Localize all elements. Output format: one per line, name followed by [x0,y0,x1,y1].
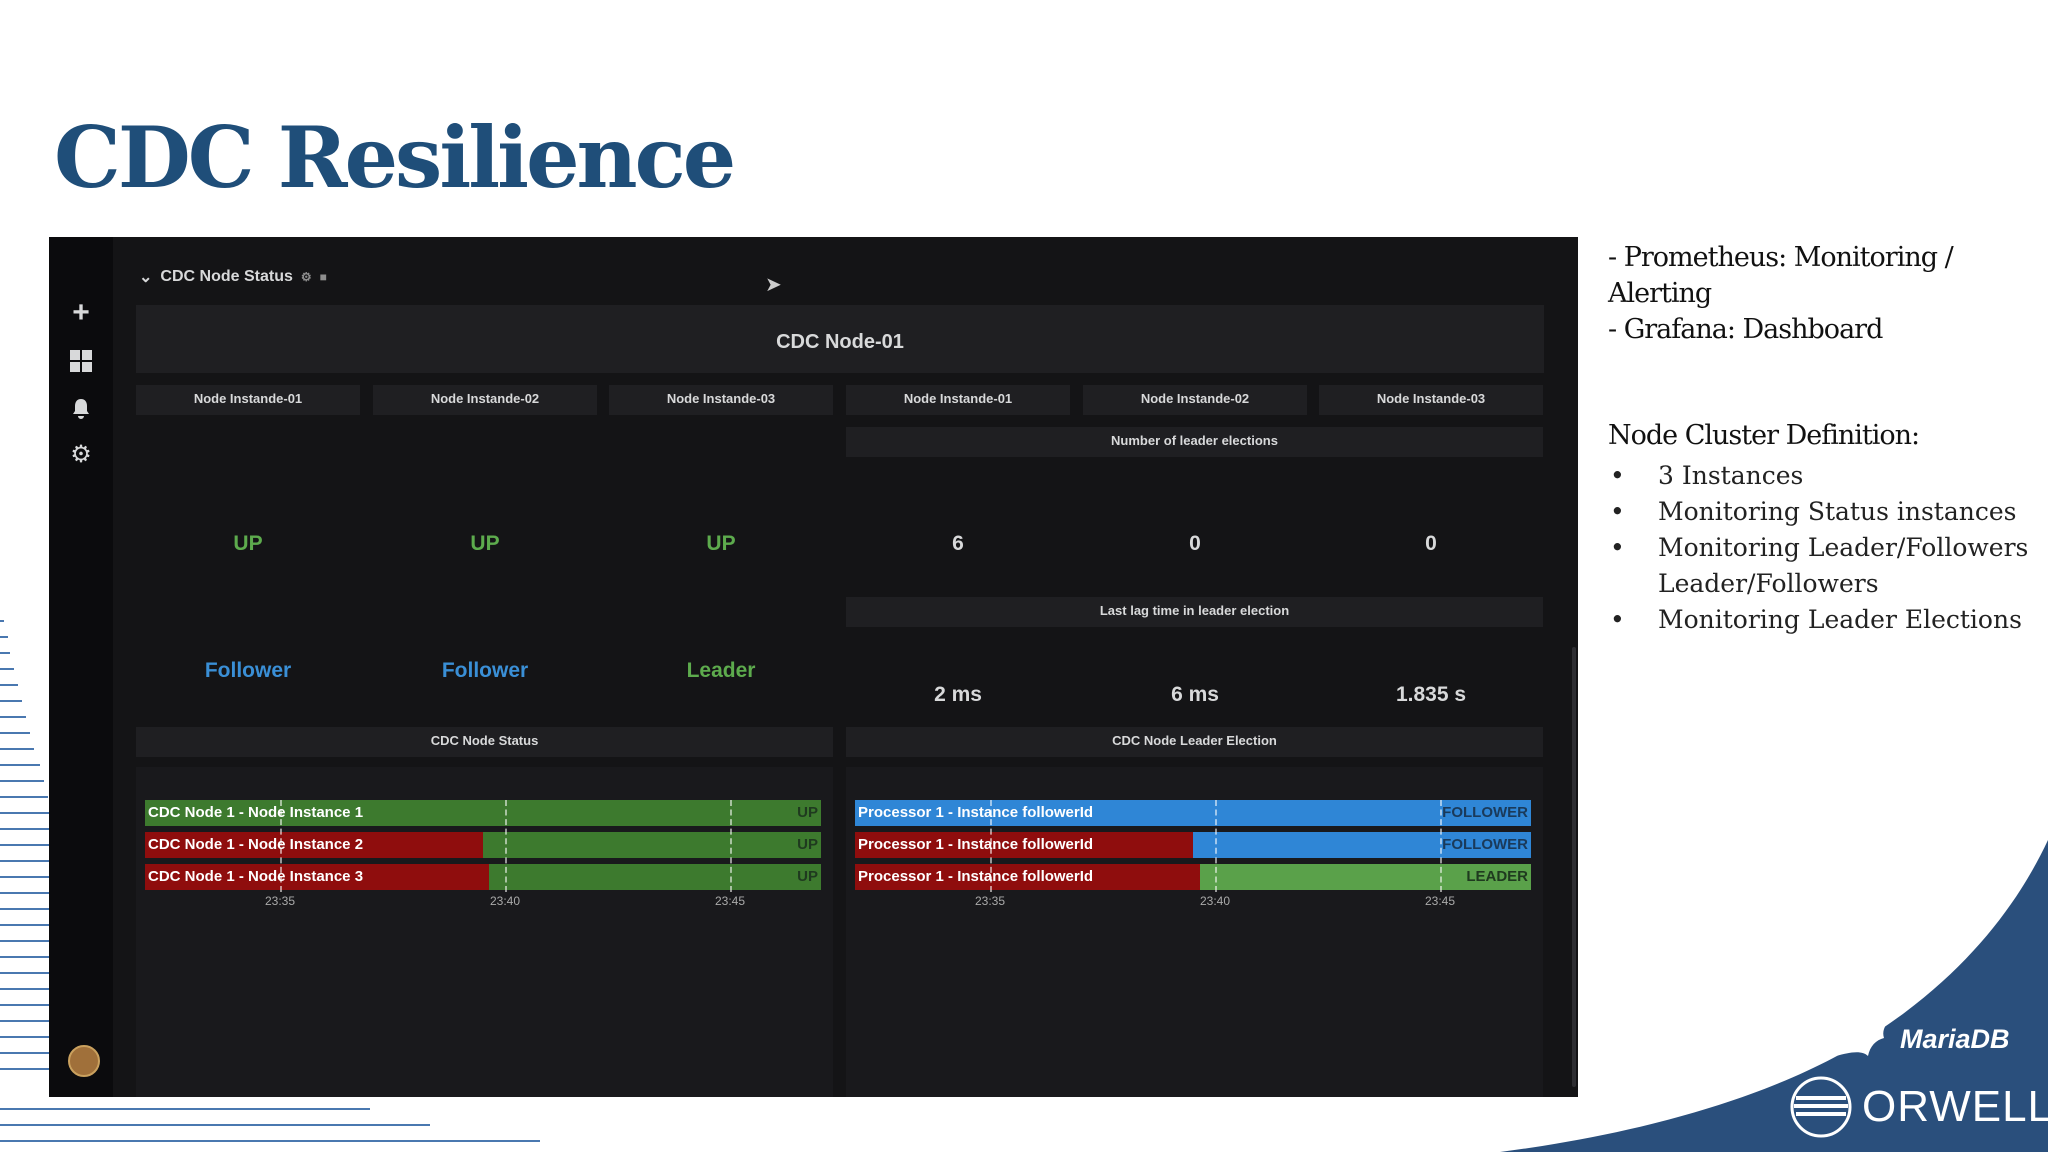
list-item: • Monitoring Status instances [1610,497,2017,526]
role-stat: Follower [204,659,292,682]
dashboards-icon[interactable] [69,349,93,373]
gear-icon[interactable]: ⚙ [70,441,92,468]
chevron-down-icon: ⌄ [139,269,153,286]
cursor-icon: ➤ [765,274,782,296]
timeline-row[interactable]: CDC Node 1 - Node Instance 1 UP [145,800,821,826]
timeline-row-label: CDC Node 1 - Node Instance 2 [148,836,364,853]
plus-icon[interactable]: + [72,296,90,329]
instance-title-tile: Node Instande-01 [136,385,360,415]
lag-stat: 6 ms [1171,683,1219,706]
timeline-row-label: Processor 1 - Instance followerId [858,868,1094,885]
time-tick: 23:35 [974,894,1006,908]
node-panel-header: CDC Node-01 [136,305,1544,373]
time-tick: 23:40 [489,894,521,908]
orwell-logo-icon [1790,1076,1852,1138]
time-axis: 23:35 23:40 23:45 [855,894,1531,912]
avatar[interactable] [68,1045,100,1077]
timeline-row-label: Processor 1 - Instance followerId [858,804,1094,821]
row-header[interactable]: ⌄ CDC Node Status ⚙ ■ [139,267,327,287]
role-stat: Follower [441,659,529,682]
lag-panel-title-bar: Last lag time in leader election [846,597,1543,627]
timeline-row-label: CDC Node 1 - Node Instance 3 [148,868,364,885]
instance-title-tile: Node Instande-03 [609,385,833,415]
elections-title: Number of leader elections [1111,433,1278,448]
timeline-row-value: UP [797,836,818,853]
lag-title: Last lag time in leader election [1099,603,1290,618]
election-timeline-title: CDC Node Leader Election [1112,733,1277,748]
lag-stat: 2 ms [934,683,982,706]
instance-title-tile: Node Instande-02 [373,385,597,415]
timeline-row[interactable]: Processor 1 - Instance followerId FOLLOW… [855,832,1531,858]
mariadb-seal-icon [1836,1020,1890,1056]
instance-title-tile: Node Instande-01 [846,385,1070,415]
status-timeline-title: CDC Node Status [430,733,539,748]
lag-stat: 1.835 s [1395,683,1467,706]
timeline-row-value: UP [797,868,818,885]
notes-line: Alerting [1608,278,1712,309]
list-item: • Monitoring Leader Elections [1610,605,2022,634]
grafana-sidebar: + ⚙ [49,237,113,1097]
election-count-stat: 0 [1425,532,1437,555]
election-count-stat: 0 [1189,532,1201,555]
notes-line: - Prometheus: Monitoring / [1608,242,1954,273]
time-tick: 23:45 [714,894,746,908]
timeline-row[interactable]: Processor 1 - Instance followerId LEADER [855,864,1531,890]
timeline-row-value: FOLLOWER [1442,804,1528,821]
status-stat: UP [233,532,263,555]
bell-icon[interactable] [69,397,93,421]
timeline-row[interactable]: Processor 1 - Instance followerId FOLLOW… [855,800,1531,826]
trash-icon[interactable]: ■ [319,270,327,284]
status-stat: UP [706,532,736,555]
time-axis: 23:35 23:40 23:45 [145,894,821,912]
election-timeline-title-bar: CDC Node Leader Election [846,727,1543,757]
row-title: CDC Node Status [160,268,293,285]
election-timeline: Processor 1 - Instance followerId FOLLOW… [855,800,1531,908]
instance-title-tile: Node Instande-02 [1083,385,1307,415]
timeline-row-value: LEADER [1466,868,1528,885]
timeline-row-value: FOLLOWER [1442,836,1528,853]
timeline-row-label: Processor 1 - Instance followerId [858,836,1094,853]
decorative-wave [1500,840,2048,1152]
list-item: • Monitoring Leader/Followers Leader/Foll… [1610,533,2029,598]
orwell-logo: ORWELL [1862,1082,2048,1131]
time-tick: 23:40 [1199,894,1231,908]
definition-list: • 3 Instances • Monitoring Status instance… [1608,458,2048,638]
definition-title: Node Cluster Definition: [1608,420,1920,451]
role-stat: Leader [686,659,756,682]
timeline-row-value: UP [797,804,818,821]
decorative-stripes [0,620,60,1140]
timeline-row[interactable]: CDC Node 1 - Node Instance 3 UP [145,864,821,890]
notes-line: - Grafana: Dashboard [1608,314,1883,345]
scrollbar[interactable] [1572,647,1576,1087]
tooling-notes: - Prometheus: Monitoring / Alerting - Gr… [1608,240,2038,348]
status-timeline: CDC Node 1 - Node Instance 1 UP CDC Node… [145,800,821,908]
bottom-stripes [0,1100,600,1152]
settings-icon[interactable]: ⚙ [300,270,312,284]
mariadb-logo: MariaDB [1900,1024,2010,1054]
elections-panel-title-bar: Number of leader elections [846,427,1543,457]
status-stat: UP [470,532,500,555]
status-timeline-title-bar: CDC Node Status [136,727,833,757]
time-tick: 23:35 [264,894,296,908]
time-tick: 23:45 [1424,894,1456,908]
election-count-stat: 6 [952,532,964,555]
instance-title-tile: Node Instande-03 [1319,385,1543,415]
list-item: • 3 Instances [1610,461,1804,490]
timeline-row[interactable]: CDC Node 1 - Node Instance 2 UP [145,832,821,858]
slide-title: CDC Resilience [54,108,736,207]
node-panel-title: CDC Node-01 [776,331,904,353]
grafana-dashboard: + ⚙ ⌄ CDC Node Status ⚙ ■ ➤ CDC Node-01 … [49,237,1578,1097]
timeline-row-label: CDC Node 1 - Node Instance 1 [148,804,364,821]
